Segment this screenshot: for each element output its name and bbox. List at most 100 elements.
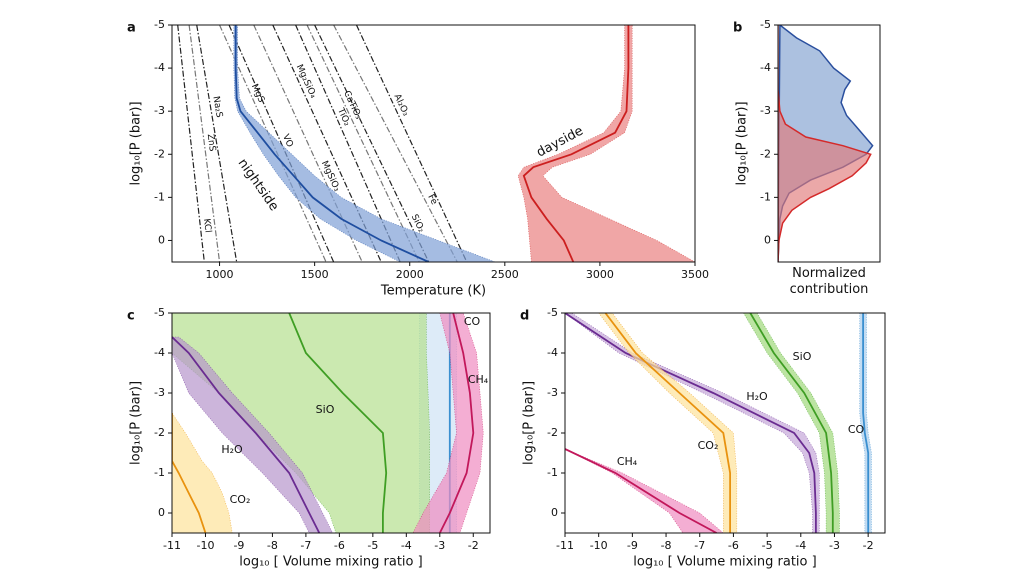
uncertainty-band: [172, 412, 233, 533]
series-label: CO₂: [698, 439, 719, 452]
uncertainty-band: [517, 25, 695, 262]
plot-frame: [777, 24, 881, 263]
x-tick-label: -7: [694, 539, 705, 552]
profile-line: [288, 313, 388, 533]
uncertainty-band: [233, 25, 496, 262]
x-tick-label: 1000: [206, 268, 234, 281]
x-tick-label: -7: [300, 539, 311, 552]
panel-letter: a: [127, 21, 136, 36]
y-axis-label: log₁₀[P (bar)]: [735, 101, 750, 185]
x-tick-label: -3: [829, 539, 840, 552]
plot-frame: [171, 312, 491, 534]
x-tick-label: -10: [196, 539, 214, 552]
profile-line: [172, 413, 207, 533]
x-tick-label: -6: [728, 539, 739, 552]
x-tick-label: -2: [863, 539, 874, 552]
plot-area: [565, 313, 872, 533]
y-tick-label: -2: [547, 426, 558, 439]
condensation-curve: [355, 25, 468, 262]
y-tick-label: -1: [154, 466, 165, 479]
condensate-label: Fe: [425, 193, 439, 207]
profile-line: [565, 448, 718, 533]
condensation-curve: [253, 25, 363, 262]
plot-frame: [564, 312, 886, 534]
y-tick-label: -5: [760, 18, 771, 31]
x-axis-label-box: Normalized contribution: [789, 266, 869, 297]
x-tick-label: -4: [401, 539, 412, 552]
y-tick-label: -4: [547, 346, 558, 359]
plot-area: [177, 25, 695, 262]
x-tick-label: -9: [233, 539, 244, 552]
y-tick-label: -2: [760, 147, 771, 160]
x-tick-label: -10: [590, 539, 608, 552]
panel-letter: c: [127, 309, 135, 324]
series-label: CO: [848, 423, 865, 436]
y-tick-label: 0: [551, 506, 558, 519]
uncertainty-band: [172, 313, 430, 533]
y-tick-label: 0: [764, 233, 771, 246]
profile-line: [862, 313, 870, 533]
y-tick-label: 0: [158, 506, 165, 519]
y-tick-label: -1: [547, 466, 558, 479]
y-tick-label: -5: [547, 306, 558, 319]
uncertainty-band: [598, 313, 738, 533]
y-tick-label: -3: [154, 386, 165, 399]
x-tick-label: 1500: [301, 268, 329, 281]
profile-line: [604, 313, 731, 533]
condensate-label: Na₂S: [210, 95, 224, 118]
condensation-curve: [314, 25, 430, 262]
y-tick-label: -5: [154, 306, 165, 319]
x-tick-label: -5: [762, 539, 773, 552]
y-axis-label: log₁₀[P (bar)]: [129, 101, 144, 185]
x-tick-label: -8: [661, 539, 672, 552]
panel-letter: d: [520, 309, 529, 324]
x-axis-label: Temperature (K): [380, 284, 486, 299]
x-tick-label: -5: [367, 539, 378, 552]
profile-line: [749, 313, 834, 533]
profile-line: [234, 25, 430, 262]
plot-frame: [171, 24, 696, 263]
y-axis-label: log₁₀[P (bar)]: [522, 381, 537, 465]
condensation-curve: [228, 25, 335, 262]
x-tick-label: -4: [795, 539, 806, 552]
panel-letter: b: [733, 21, 742, 36]
x-tick-label: -3: [434, 539, 445, 552]
condensation-curve: [333, 25, 458, 262]
plot-area: [172, 313, 484, 533]
x-tick-label: 3500: [681, 268, 709, 281]
series-label: CO: [464, 315, 481, 328]
y-tick-label: 0: [158, 233, 165, 246]
series-label: H₂O: [221, 443, 243, 456]
x-tick-label: 2000: [396, 268, 424, 281]
x-tick-label: -9: [627, 539, 638, 552]
profile-line: [172, 336, 321, 533]
condensation-curve: [177, 25, 205, 262]
x-tick-label: -11: [163, 539, 181, 552]
y-tick-label: -3: [760, 104, 771, 117]
x-axis-label: Normalized contribution: [789, 266, 869, 297]
plot-area: [778, 25, 874, 262]
condensate-label: MgS: [249, 83, 266, 105]
condensation-curve: [306, 25, 420, 262]
y-tick-label: -4: [760, 61, 771, 74]
series-label: H₂O: [746, 390, 768, 403]
y-tick-label: -1: [154, 190, 165, 203]
profile-line: [438, 313, 475, 533]
condensate-label: KCl: [201, 218, 213, 233]
series-label: CO₂: [230, 493, 251, 506]
x-tick-label: 2500: [491, 268, 519, 281]
uncertainty-band: [172, 336, 334, 533]
condensate-label: ZnS: [205, 133, 217, 152]
y-tick-label: -2: [154, 147, 165, 160]
uncertainty-band: [743, 313, 840, 533]
y-tick-label: -4: [154, 346, 165, 359]
y-tick-label: -1: [760, 190, 771, 203]
condensation-curve: [272, 25, 382, 262]
uncertainty-band: [565, 313, 820, 533]
series-label: CH₄: [617, 455, 638, 468]
x-tick-label: -11: [556, 539, 574, 552]
condensation-curve: [196, 25, 238, 262]
series-label: SiO: [793, 350, 812, 363]
profile-line: [522, 25, 630, 262]
